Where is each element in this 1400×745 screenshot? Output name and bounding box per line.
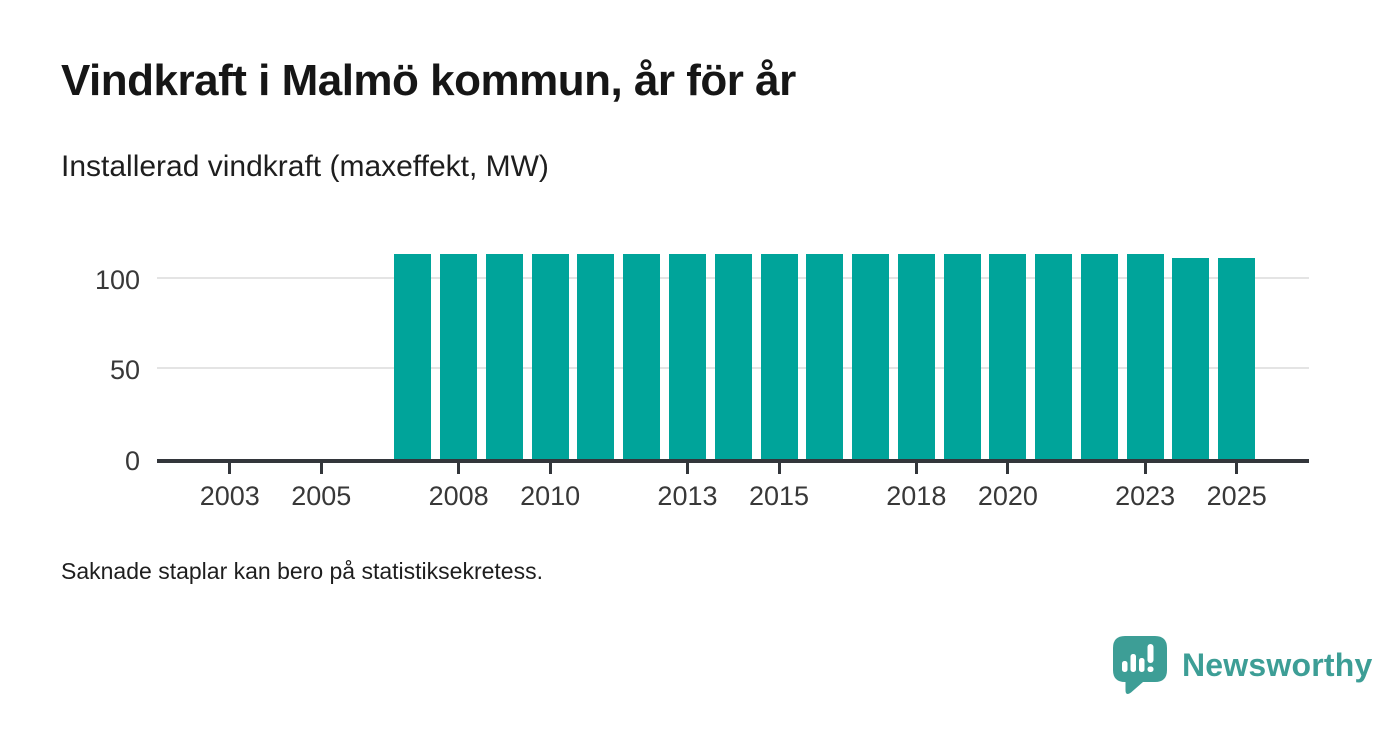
chart-footnote: Saknade staplar kan bero på statistiksek… bbox=[61, 558, 543, 584]
x-tick-label-2018: 2018 bbox=[886, 481, 947, 511]
bar-2010 bbox=[531, 253, 569, 459]
x-tick-label-2003: 2003 bbox=[199, 481, 260, 511]
bar-2009 bbox=[485, 253, 523, 459]
newsworthy-wordmark: Newsworthy bbox=[1182, 646, 1373, 683]
bar-2020 bbox=[989, 253, 1027, 459]
x-tick-2015 bbox=[777, 463, 781, 474]
x-tick-2003 bbox=[228, 463, 232, 474]
x-tick-label-2010: 2010 bbox=[520, 481, 581, 511]
bar-2016 bbox=[806, 253, 844, 459]
x-tick-2025 bbox=[1235, 463, 1239, 474]
bar-2014 bbox=[714, 253, 752, 459]
x-tick-label-2013: 2013 bbox=[657, 481, 718, 511]
x-tick-2008 bbox=[457, 463, 461, 474]
y-tick-label-0: 0 bbox=[124, 446, 140, 476]
y-tick-label-100: 100 bbox=[94, 264, 140, 295]
bar-2024 bbox=[1172, 257, 1210, 459]
x-tick-label-2015: 2015 bbox=[748, 481, 810, 511]
bar-2007 bbox=[394, 253, 432, 459]
newsworthy-bubble-chart-icon bbox=[1113, 636, 1167, 695]
x-tick-label-2020: 2020 bbox=[977, 481, 1038, 511]
bar-2025 bbox=[1218, 257, 1256, 459]
x-tick-label-2025: 2025 bbox=[1206, 481, 1267, 511]
x-tick-2020 bbox=[1006, 463, 1010, 474]
bar-2017 bbox=[852, 253, 890, 459]
bar-2022 bbox=[1080, 253, 1118, 459]
plot-area: 2003 2005 2008 2010 2013 2015 2018 2020 2023 2025 bbox=[157, 245, 1309, 511]
x-tick-label-2023: 2023 bbox=[1115, 481, 1176, 511]
x-tick-2013 bbox=[685, 463, 689, 474]
bar-2018 bbox=[897, 253, 935, 459]
newsworthy-logo: Newsworthy bbox=[1112, 635, 1372, 695]
bar-2012 bbox=[623, 253, 661, 459]
x-tick-2010 bbox=[548, 463, 552, 474]
bar-2023 bbox=[1126, 253, 1164, 459]
x-tick-label-2008: 2008 bbox=[428, 481, 489, 511]
page-title: Vindkraft i Malmö kommun, år för år bbox=[61, 56, 796, 105]
bar-2021 bbox=[1035, 253, 1073, 459]
bar-2019 bbox=[943, 253, 981, 459]
bar-2008 bbox=[440, 253, 478, 459]
x-tick-label-2005: 2005 bbox=[291, 481, 352, 511]
x-tick-2018 bbox=[914, 463, 918, 474]
x-tick-2005 bbox=[319, 463, 323, 474]
chart-subtitle: Installerad vindkraft (maxeffekt, MW) bbox=[61, 150, 549, 183]
bar-2011 bbox=[577, 253, 615, 459]
bar-2015 bbox=[760, 253, 798, 459]
x-tick-2023 bbox=[1143, 463, 1147, 474]
y-tick-label-50: 50 bbox=[109, 355, 140, 386]
bar-2013 bbox=[668, 253, 706, 459]
